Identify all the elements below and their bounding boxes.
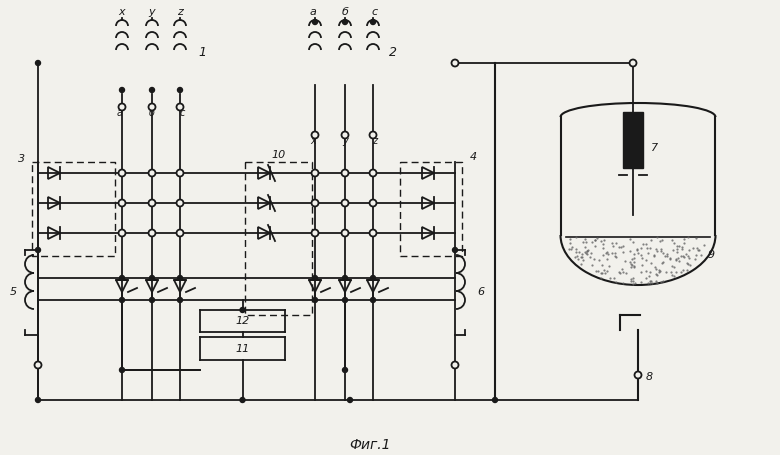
Circle shape bbox=[342, 368, 348, 373]
Text: Фиг.1: Фиг.1 bbox=[349, 438, 391, 452]
Circle shape bbox=[452, 248, 458, 253]
Circle shape bbox=[370, 20, 375, 25]
Text: c: c bbox=[179, 108, 185, 118]
Circle shape bbox=[370, 131, 377, 138]
Circle shape bbox=[119, 199, 126, 207]
Text: 8: 8 bbox=[646, 372, 653, 382]
Circle shape bbox=[342, 199, 349, 207]
Circle shape bbox=[492, 398, 498, 403]
Text: 3: 3 bbox=[18, 154, 25, 164]
Circle shape bbox=[119, 368, 125, 373]
Circle shape bbox=[176, 103, 183, 111]
Circle shape bbox=[313, 298, 317, 303]
Text: 9: 9 bbox=[708, 250, 715, 260]
Text: 12: 12 bbox=[236, 316, 250, 326]
Circle shape bbox=[178, 275, 183, 280]
Text: c: c bbox=[372, 7, 378, 17]
Circle shape bbox=[34, 362, 41, 369]
Text: a: a bbox=[117, 108, 123, 118]
Circle shape bbox=[148, 199, 155, 207]
Circle shape bbox=[342, 131, 349, 138]
Circle shape bbox=[629, 60, 636, 66]
Circle shape bbox=[342, 20, 348, 25]
Circle shape bbox=[370, 229, 377, 237]
Circle shape bbox=[370, 199, 377, 207]
Circle shape bbox=[311, 131, 318, 138]
Circle shape bbox=[342, 170, 349, 177]
Circle shape bbox=[150, 275, 154, 280]
Text: 10: 10 bbox=[271, 150, 285, 160]
Circle shape bbox=[313, 275, 317, 280]
Circle shape bbox=[119, 103, 126, 111]
Circle shape bbox=[634, 371, 641, 379]
Text: б: б bbox=[342, 7, 349, 17]
Circle shape bbox=[311, 199, 318, 207]
Circle shape bbox=[176, 229, 183, 237]
Text: б: б bbox=[149, 108, 155, 118]
Circle shape bbox=[342, 298, 348, 303]
Text: 6: 6 bbox=[477, 287, 484, 297]
Circle shape bbox=[36, 398, 41, 403]
Text: 7: 7 bbox=[651, 143, 658, 153]
Text: 11: 11 bbox=[236, 344, 250, 354]
Circle shape bbox=[311, 170, 318, 177]
Circle shape bbox=[342, 229, 349, 237]
Circle shape bbox=[148, 170, 155, 177]
Bar bbox=[623, 112, 643, 168]
Circle shape bbox=[452, 362, 459, 369]
Circle shape bbox=[36, 248, 41, 253]
Circle shape bbox=[119, 298, 125, 303]
Circle shape bbox=[348, 398, 353, 403]
Circle shape bbox=[240, 398, 245, 403]
Circle shape bbox=[178, 87, 183, 92]
Circle shape bbox=[119, 275, 125, 280]
Text: 1: 1 bbox=[198, 46, 206, 59]
Circle shape bbox=[176, 170, 183, 177]
Text: a: a bbox=[310, 7, 317, 17]
Circle shape bbox=[148, 103, 155, 111]
Text: x: x bbox=[119, 7, 126, 17]
Text: y: y bbox=[149, 7, 155, 17]
Circle shape bbox=[370, 275, 375, 280]
Circle shape bbox=[370, 298, 375, 303]
Circle shape bbox=[313, 20, 317, 25]
Text: y: y bbox=[342, 136, 348, 146]
Circle shape bbox=[176, 199, 183, 207]
Circle shape bbox=[119, 229, 126, 237]
Circle shape bbox=[370, 170, 377, 177]
Circle shape bbox=[36, 61, 41, 66]
Circle shape bbox=[150, 298, 154, 303]
Circle shape bbox=[311, 229, 318, 237]
Circle shape bbox=[178, 298, 183, 303]
Circle shape bbox=[150, 87, 154, 92]
Circle shape bbox=[119, 170, 126, 177]
Circle shape bbox=[452, 60, 459, 66]
Text: z: z bbox=[372, 136, 378, 146]
Text: 5: 5 bbox=[10, 287, 17, 297]
Text: 4: 4 bbox=[470, 152, 477, 162]
Circle shape bbox=[342, 275, 348, 280]
Circle shape bbox=[119, 87, 125, 92]
Text: 2: 2 bbox=[389, 46, 397, 59]
Text: z: z bbox=[177, 7, 183, 17]
Text: x: x bbox=[310, 136, 316, 146]
Circle shape bbox=[240, 308, 245, 313]
Circle shape bbox=[148, 229, 155, 237]
